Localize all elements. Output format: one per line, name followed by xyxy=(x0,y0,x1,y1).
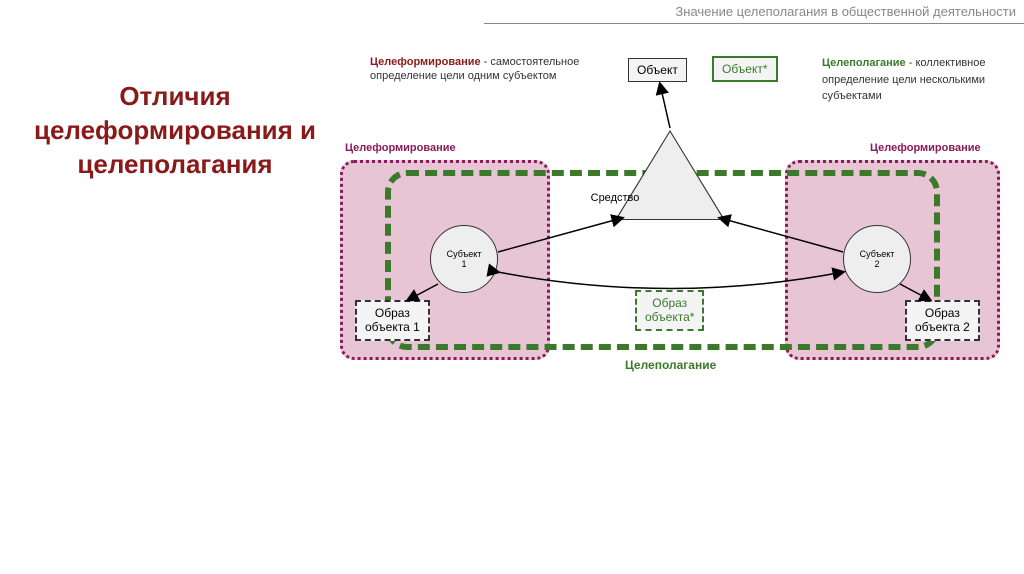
header-title: Значение целеполагания в общественной де… xyxy=(484,4,1024,24)
means-node: Средство xyxy=(615,130,725,220)
object-node: Объект xyxy=(628,58,687,82)
image-1-label: Образ объекта 1 xyxy=(365,306,420,334)
object-star-node: Объект* xyxy=(712,56,778,82)
image-2-node: Образ объекта 2 xyxy=(905,300,980,341)
image-1-node: Образ объекта 1 xyxy=(355,300,430,341)
subject-2-label: Субъект2 xyxy=(860,249,895,269)
image-star-label: Образ объекта* xyxy=(645,296,694,324)
definition-right-term: Целеполагание xyxy=(822,57,906,69)
goal-formation-label-left: Целеформирование xyxy=(345,142,456,154)
image-star-node: Образ объекта* xyxy=(635,290,704,331)
means-label: Средство xyxy=(585,192,645,204)
subject-2-node: Субъект2 xyxy=(843,225,911,293)
definition-left-term: Целеформирование xyxy=(370,56,481,68)
definition-left: Целеформирование - самостоятельное опред… xyxy=(370,55,610,84)
image-2-label: Образ объекта 2 xyxy=(915,306,970,334)
page-title: Отличия целеформирования и целеполагания xyxy=(20,80,330,181)
subject-1-label: Субъект1 xyxy=(447,249,482,269)
goal-setting-label: Целеполагание xyxy=(625,358,716,372)
definition-right: Целеполагание - коллективное определение… xyxy=(822,55,1012,105)
goal-formation-label-right: Целеформирование xyxy=(870,142,981,154)
subject-1-node: Субъект1 xyxy=(430,225,498,293)
